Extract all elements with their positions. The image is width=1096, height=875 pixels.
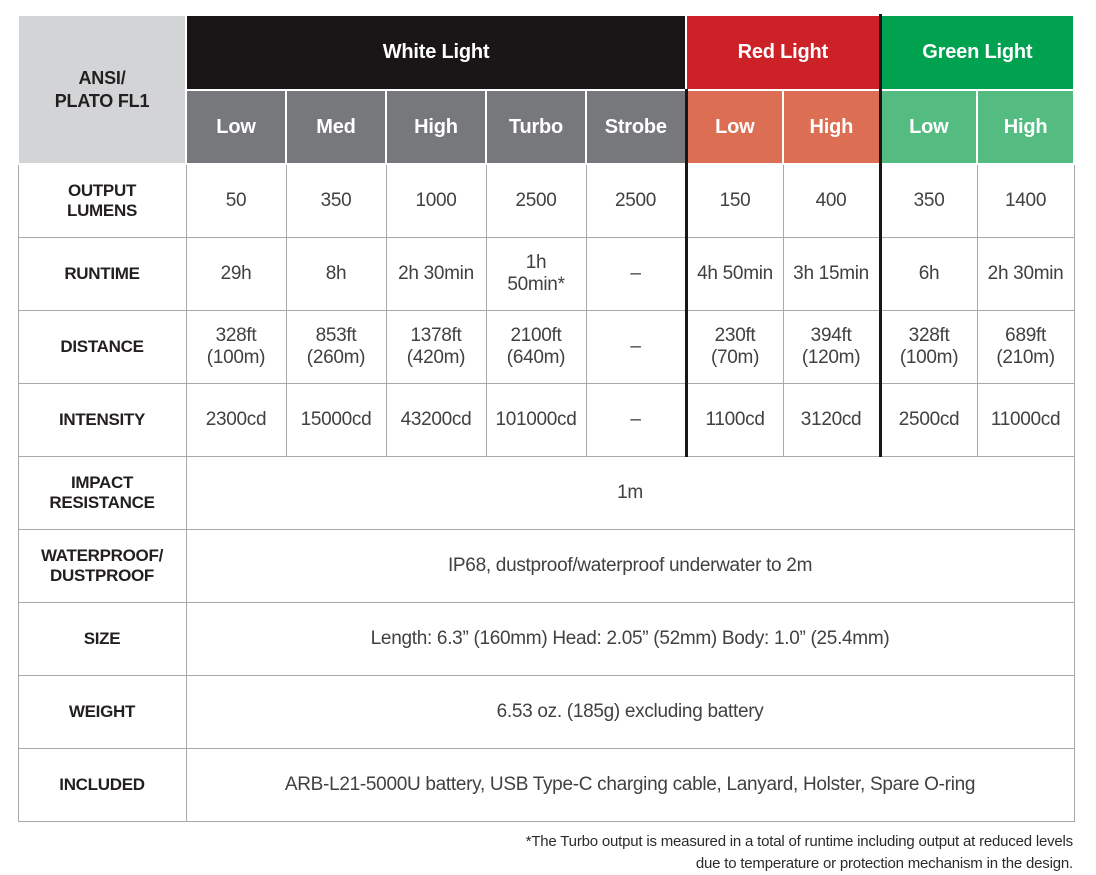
spec-cell: – (585, 310, 687, 384)
row-label-size: SIZE (17, 602, 187, 676)
ansi-fl1-spec-table: ANSI/ PLATO FL1 White Light Red Light Gr… (17, 14, 1076, 822)
spec-cell: 3h 15min (782, 237, 881, 311)
group-header-green-light: Green Light (878, 14, 1076, 91)
mode-header-green-low: Low (878, 89, 979, 165)
spec-cell: 1h 50min* (485, 237, 587, 311)
row-label-intensity: INTENSITY (17, 383, 187, 457)
spec-cell: 150 (684, 163, 784, 238)
mode-header-white-turbo: Turbo (485, 89, 587, 165)
span-row-impact-resistance: IMPACT RESISTANCE 1m (17, 456, 1075, 530)
mode-header-white-high: High (385, 89, 487, 165)
spec-cell: 1000 (385, 163, 487, 238)
spec-cell: 2500cd (878, 383, 978, 457)
spec-cell: 2100ft (640m) (485, 310, 587, 384)
spec-cell: 1400 (976, 163, 1075, 238)
mode-header-row: Low Med High Turbo Strobe Low High Low H… (18, 89, 1076, 165)
turbo-footnote: *The Turbo output is measured in a total… (525, 833, 1074, 872)
mode-header-green-high: High (976, 89, 1076, 165)
mode-header-red-low: Low (684, 89, 785, 165)
spec-cell: – (585, 237, 687, 311)
row-label-waterproof-dustproof: WATERPROOF/ DUSTPROOF (17, 529, 187, 603)
span-row-waterproof: WATERPROOF/ DUSTPROOF IP68, dustproof/wa… (17, 529, 1075, 603)
spec-cell: 8h (285, 237, 387, 311)
spec-cell: 29h (185, 237, 287, 311)
spec-cell: 230ft (70m) (684, 310, 784, 384)
span-cell-size: Length: 6.3” (160mm) Head: 2.05” (52mm) … (185, 602, 1075, 676)
mode-header-white-med: Med (285, 89, 387, 165)
spec-cell: 2h 30min (385, 237, 487, 311)
spec-cell: 15000cd (285, 383, 387, 457)
spec-cell: 328ft (100m) (878, 310, 978, 384)
row-label-output-lumens: OUTPUT LUMENS (17, 163, 187, 238)
spec-cell: 2h 30min (976, 237, 1075, 311)
group-header-red-light: Red Light (685, 14, 882, 91)
span-row-weight: WEIGHT 6.53 oz. (185g) excluding battery (17, 675, 1075, 749)
group-header-white-light: White Light (184, 14, 688, 91)
row-label-runtime: RUNTIME (17, 237, 187, 311)
mode-header-red-high: High (782, 89, 882, 165)
span-cell-included: ARB-L21-5000U battery, USB Type-C chargi… (185, 748, 1075, 822)
spec-cell: 350 (285, 163, 387, 238)
span-row-included: INCLUDED ARB-L21-5000U battery, USB Type… (17, 748, 1075, 822)
span-cell-waterproof-dustproof: IP68, dustproof/waterproof underwater to… (185, 529, 1075, 603)
span-row-size: SIZE Length: 6.3” (160mm) Head: 2.05” (5… (17, 602, 1075, 676)
row-label-distance: DISTANCE (17, 310, 187, 384)
spec-cell: 853ft (260m) (285, 310, 387, 384)
spec-row-output-lumens: OUTPUT LUMENS 50 350 1000 2500 2500 150 … (17, 163, 1075, 238)
spec-row-distance: DISTANCE 328ft (100m) 853ft (260m) 1378f… (17, 310, 1075, 384)
span-cell-impact-resistance: 1m (185, 456, 1075, 530)
spec-cell: 2500 (485, 163, 587, 238)
spec-cell: – (585, 383, 687, 457)
spec-cell: 1100cd (684, 383, 784, 457)
spec-cell: 689ft (210m) (976, 310, 1075, 384)
spec-row-runtime: RUNTIME 29h 8h 2h 30min 1h 50min* – 4h 5… (17, 237, 1075, 311)
spec-cell: 350 (878, 163, 978, 238)
spec-cell: 6h (878, 237, 978, 311)
spec-cell: 101000cd (485, 383, 587, 457)
spec-row-intensity: INTENSITY 2300cd 15000cd 43200cd 101000c… (17, 383, 1075, 457)
spec-cell: 328ft (100m) (185, 310, 287, 384)
spec-cell: 400 (782, 163, 881, 238)
spec-cell: 1378ft (420m) (385, 310, 487, 384)
corner-header-ansi-plato-fl1: ANSI/ PLATO FL1 (17, 14, 187, 165)
mode-header-white-strobe: Strobe (584, 89, 688, 165)
row-label-included: INCLUDED (17, 748, 187, 822)
spec-cell: 43200cd (385, 383, 487, 457)
page: ANSI/ PLATO FL1 White Light Red Light Gr… (17, 14, 1076, 872)
mode-header-white-low: Low (185, 89, 287, 165)
span-cell-weight: 6.53 oz. (185g) excluding battery (185, 675, 1075, 749)
spec-cell: 2300cd (185, 383, 287, 457)
row-label-weight: WEIGHT (17, 675, 187, 749)
spec-cell: 394ft (120m) (782, 310, 881, 384)
spec-cell: 50 (185, 163, 287, 238)
spec-cell: 3120cd (782, 383, 881, 457)
group-header-row: ANSI/ PLATO FL1 White Light Red Light Gr… (17, 14, 1076, 165)
row-label-impact-resistance: IMPACT RESISTANCE (17, 456, 187, 530)
spec-cell: 4h 50min (684, 237, 784, 311)
spec-cell: 11000cd (976, 383, 1075, 457)
spec-cell: 2500 (585, 163, 687, 238)
